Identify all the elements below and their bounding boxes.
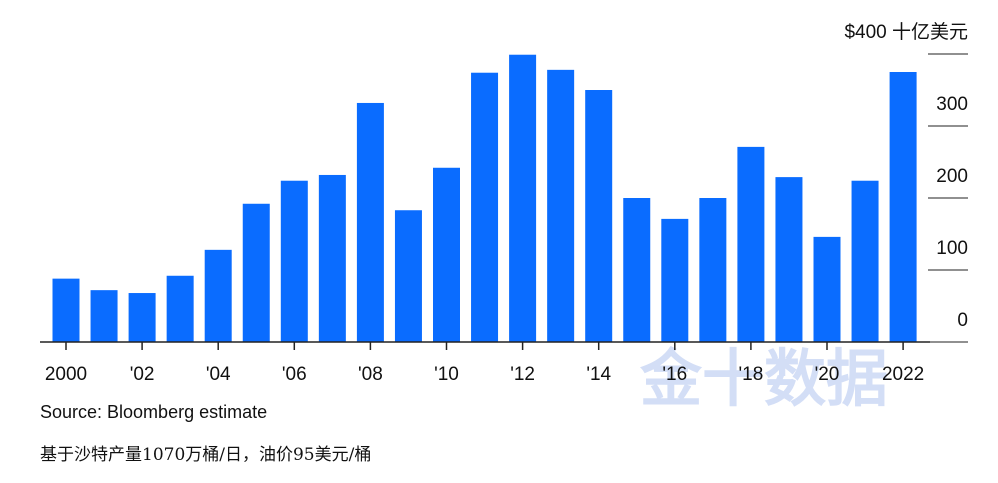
- x-tick-label: '12: [510, 364, 535, 385]
- bar: [90, 290, 118, 342]
- bar: [585, 90, 613, 342]
- x-tick-label: 2000: [45, 364, 87, 385]
- note: 基于沙特产量1070万桶/日，油价95美元/桶: [40, 445, 371, 465]
- x-tick-label: '04: [206, 364, 231, 385]
- y-tick-label: 300: [936, 94, 968, 115]
- bar: [52, 278, 80, 342]
- x-tick-label: '02: [130, 364, 155, 385]
- x-tick-label: 2022: [882, 364, 924, 385]
- bar: [471, 72, 499, 342]
- bar: [128, 293, 156, 342]
- x-tick-label: '18: [739, 364, 764, 385]
- bar: [661, 218, 689, 342]
- bar: [318, 174, 346, 342]
- x-tick-label: '16: [662, 364, 687, 385]
- x-tick-label: '06: [282, 364, 307, 385]
- bar: [547, 69, 575, 342]
- bar: [775, 177, 803, 342]
- bar: [737, 146, 765, 342]
- bar: [166, 275, 194, 342]
- y-tick-label: $400 十亿美元: [844, 21, 968, 43]
- bar: [356, 102, 384, 343]
- bar: [851, 180, 879, 342]
- bar: [433, 167, 460, 342]
- y-tick-label: 200: [936, 166, 968, 187]
- bar: [623, 198, 651, 342]
- bar: [889, 72, 917, 342]
- bar: [699, 198, 727, 342]
- y-tick-label: 100: [936, 238, 968, 259]
- y-tick-label: 0: [957, 310, 968, 331]
- bar: [394, 210, 422, 342]
- x-tick-label: '08: [358, 364, 383, 385]
- x-tick-label: '10: [434, 364, 459, 385]
- bar: [280, 180, 308, 342]
- bar: [813, 236, 841, 342]
- x-tick-label: '20: [815, 364, 840, 385]
- bar: [204, 249, 232, 342]
- bar: [509, 54, 537, 342]
- x-tick-label: '14: [586, 364, 611, 385]
- bar: [242, 203, 270, 342]
- watermark: 金十数据: [639, 345, 888, 414]
- source: Source: Bloomberg estimate: [40, 402, 267, 422]
